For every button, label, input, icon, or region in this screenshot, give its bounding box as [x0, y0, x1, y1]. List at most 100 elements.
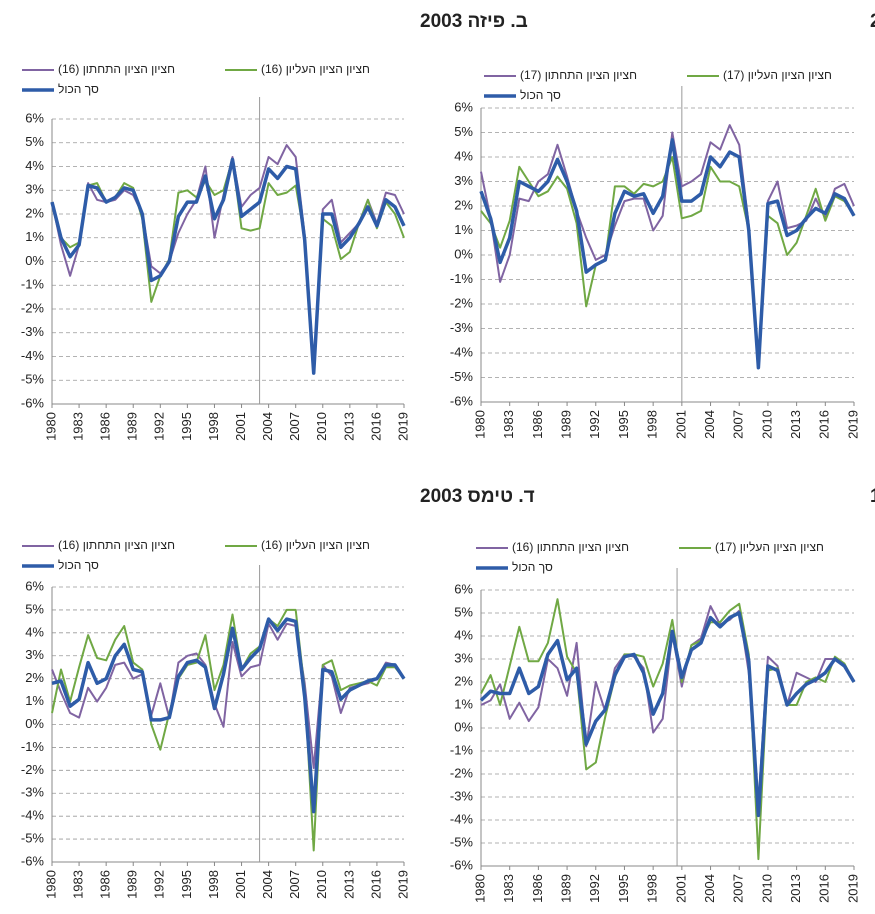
x-tick-label: 1980 — [472, 874, 487, 903]
y-tick-label: -2% — [21, 300, 45, 315]
x-tick-label: 2016 — [368, 870, 383, 899]
y-tick-label: 4% — [454, 627, 473, 642]
x-tick-label: 1992 — [587, 874, 602, 903]
x-tick-label: 1980 — [43, 870, 58, 899]
y-tick-label: -1% — [450, 271, 474, 286]
legend-label: חציון הציון העליון (17) — [715, 540, 824, 554]
x-tick-label: 2019 — [395, 870, 410, 899]
x-tick-label: 1989 — [559, 874, 574, 903]
y-tick-label: 4% — [25, 624, 44, 639]
series-line — [50, 157, 406, 375]
x-tick-label: 1995 — [616, 874, 631, 903]
x-tick-label: 2016 — [368, 412, 383, 441]
x-tick-label: 1995 — [179, 412, 194, 441]
x-tick-label: 2001 — [233, 412, 248, 441]
x-tick-label: 2007 — [287, 870, 302, 899]
x-tick-label: 1983 — [71, 412, 86, 441]
y-tick-label: 4% — [454, 148, 473, 163]
y-tick-label: -4% — [450, 811, 474, 826]
x-tick-label: 1992 — [587, 410, 602, 439]
x-tick-label: 2004 — [702, 874, 717, 903]
y-tick-label: -5% — [450, 369, 474, 384]
legend-label: חציון הציון התחתון (16) — [512, 540, 629, 554]
series-line — [480, 598, 855, 861]
y-tick-label: 5% — [25, 601, 44, 616]
x-tick-label: 2010 — [314, 412, 329, 441]
x-tick-label: 2001 — [673, 874, 688, 903]
y-tick-label: 6% — [25, 110, 44, 125]
x-tick-label: 2016 — [817, 410, 832, 439]
y-tick-label: -2% — [450, 295, 474, 310]
chart-title: ג. טימס 1999 — [870, 486, 875, 507]
x-tick-label: 2004 — [260, 870, 275, 899]
x-tick-label: 1983 — [501, 410, 516, 439]
y-tick-label: 3% — [454, 173, 473, 188]
legend-label: סך הכול — [58, 558, 99, 572]
y-tick-label: -2% — [450, 765, 474, 780]
y-tick-label: 6% — [454, 581, 473, 596]
y-tick-label: 4% — [25, 158, 44, 173]
y-tick-label: 6% — [25, 578, 44, 593]
y-tick-label: -1% — [21, 277, 45, 292]
legend-label: חציון הציון התחתון (17) — [520, 68, 637, 82]
x-tick-label: 1998 — [645, 410, 660, 439]
legend-label: חציון הציון העליון (17) — [723, 68, 832, 82]
y-tick-label: -3% — [21, 324, 45, 339]
x-tick-label: 1998 — [206, 412, 221, 441]
x-tick-label: 1989 — [559, 410, 574, 439]
y-tick-label: -3% — [21, 785, 45, 800]
y-tick-label: 2% — [454, 673, 473, 688]
x-tick-label: 1983 — [71, 870, 86, 899]
y-tick-label: 0% — [454, 246, 473, 261]
x-tick-label: 1980 — [472, 410, 487, 439]
x-tick-label: 2019 — [845, 410, 860, 439]
y-tick-label: -5% — [21, 831, 45, 846]
y-tick-label: 2% — [25, 670, 44, 685]
y-tick-label: 0% — [454, 719, 473, 734]
legend-label: חציון הציון העליון (16) — [261, 62, 370, 76]
y-tick-label: 6% — [454, 99, 473, 114]
x-tick-label: 1998 — [645, 874, 660, 903]
x-tick-label: 2019 — [845, 874, 860, 903]
x-tick-label: 1992 — [152, 870, 167, 899]
legend-label: חציון הציון העליון (16) — [261, 538, 370, 552]
chart-title: ד. טימס 2003 — [420, 486, 535, 507]
y-tick-label: -4% — [450, 344, 474, 359]
series-line — [479, 611, 856, 818]
legend-label: סך הכול — [520, 88, 561, 102]
y-tick-label: 1% — [454, 696, 473, 711]
y-tick-label: 5% — [25, 134, 44, 149]
chart-title: א. פיזה 2000 — [870, 11, 875, 32]
y-tick-label: 2% — [25, 205, 44, 220]
x-tick-label: 1983 — [501, 874, 516, 903]
series-line — [51, 617, 406, 814]
y-tick-label: 1% — [25, 229, 44, 244]
chart-title: ב. פיזה 2003 — [420, 11, 528, 32]
x-tick-label: 1986 — [530, 874, 545, 903]
x-tick-label: 2007 — [731, 410, 746, 439]
y-tick-label: -3% — [450, 788, 474, 803]
x-tick-label: 2001 — [673, 410, 688, 439]
y-tick-label: -5% — [21, 372, 45, 387]
legend-label: חציון הציון התחתון (16) — [58, 62, 175, 76]
x-tick-label: 2013 — [788, 410, 803, 439]
y-tick-label: -2% — [21, 762, 45, 777]
legend-label: חציון הציון התחתון (16) — [58, 538, 175, 552]
y-tick-label: -6% — [450, 393, 474, 408]
chart-panel: ד. טימס 2003 -6% -5% -4% -3% -2% -1% 0% 1% 2% 3% 4%… — [21, 486, 535, 899]
series-line — [479, 138, 856, 370]
x-tick-label: 1995 — [179, 870, 194, 899]
y-tick-label: 0% — [25, 253, 44, 268]
x-tick-label: 1986 — [530, 410, 545, 439]
x-tick-label: 2010 — [759, 874, 774, 903]
x-tick-label: 1980 — [43, 412, 58, 441]
series-line — [51, 622, 405, 769]
x-tick-label: 2010 — [759, 410, 774, 439]
y-tick-label: -4% — [21, 348, 45, 363]
x-tick-label: 2016 — [817, 874, 832, 903]
chart-panel: א. פיזה 2000 -6% -5% -4% -3% -2% -1% 0% 1% 2% 3% 4%… — [450, 11, 875, 439]
y-tick-label: 5% — [454, 604, 473, 619]
chart-panel: ג. טימס 1999 -6% -5% -4% -3% -2% -1% 0% 1% 2% 3% 4%… — [450, 486, 875, 903]
x-tick-label: 2019 — [395, 412, 410, 441]
y-tick-label: -6% — [21, 853, 45, 868]
